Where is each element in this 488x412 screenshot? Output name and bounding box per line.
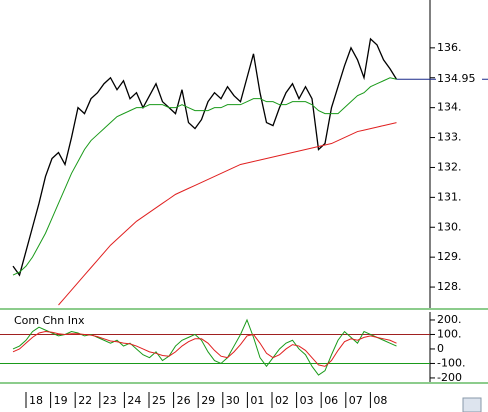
x-tick-label: 30 [226,394,240,407]
indicator-title: Com Chn Inx [14,314,85,327]
y-tick-label: -200 [437,371,462,384]
series-line [12,37,398,277]
last-value-box [436,72,482,87]
x-tick-label: 19 [54,394,68,407]
series-line [12,331,397,367]
x-tick-label: 02 [275,394,289,407]
x-tick-label: 23 [103,394,117,407]
y-tick-label: 132. [437,160,462,173]
y-tick-label: 133. [437,131,462,144]
x-tick-label: 01 [250,394,264,407]
x-tick-label: 08 [373,394,387,407]
y-tick-label: 100. [437,327,462,340]
y-tick-label: 200. [437,313,462,326]
x-tick-label: 03 [300,394,314,407]
series-line [12,318,397,376]
x-tick-label: 24 [127,394,141,407]
x-tick-label: 26 [177,394,191,407]
x-tick-label: 06 [324,394,338,407]
x-tick-label: 25 [152,394,166,407]
last-value-label: 134.95 [437,72,476,85]
y-tick-label: 131. [437,190,462,203]
y-tick-label: 128. [437,280,462,293]
x-tick-label: 29 [201,394,215,407]
y-tick-label: 136. [437,41,462,54]
y-tick-label: 130. [437,220,462,233]
y-tick-label: 0 [437,342,444,355]
x-tick-label: 18 [29,394,43,407]
series-line [12,77,397,276]
series-line [58,122,397,306]
y-tick-label: 129. [437,250,462,263]
y-tick-label: -100. [437,356,465,369]
y-tick-label: 134. [437,101,462,114]
x-tick-label: 22 [78,394,92,407]
corner-icon[interactable] [462,397,482,412]
x-tick-label: 07 [349,394,363,407]
